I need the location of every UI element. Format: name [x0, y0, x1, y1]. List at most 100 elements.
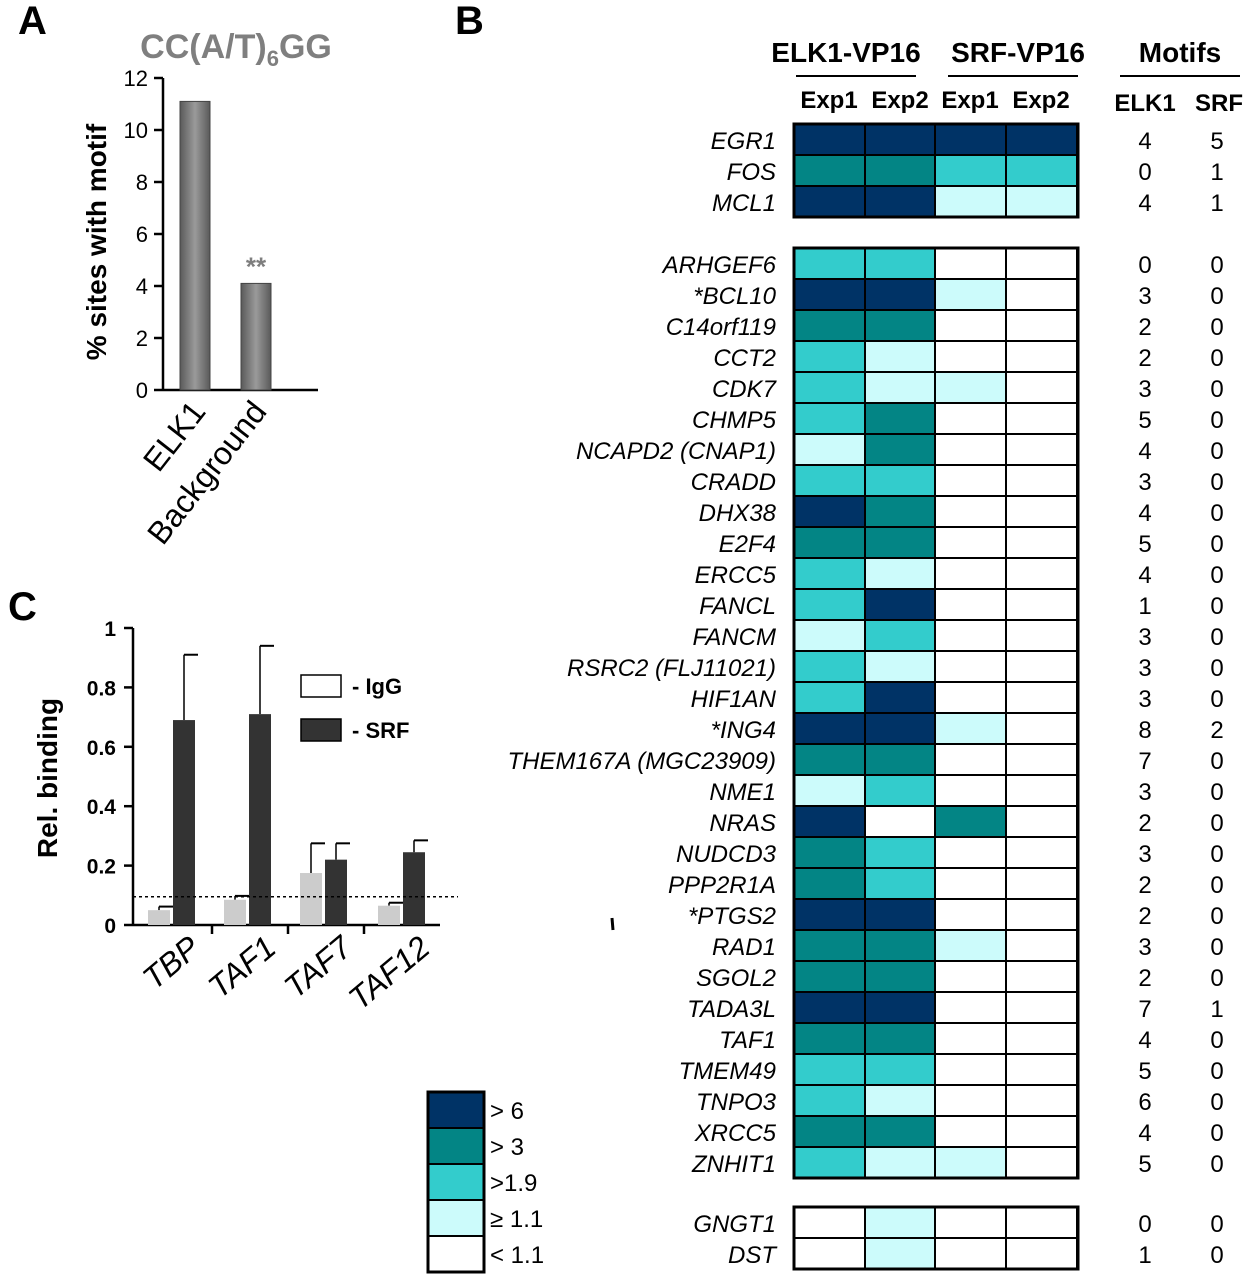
panel-a-title-subscript: 6: [267, 46, 279, 71]
heatmap-cell-nras-1: [793, 805, 866, 838]
heatmap-cell-fos-4: [1005, 154, 1078, 187]
heatmap-cell-gngt1-1: [793, 1206, 866, 1239]
heatmap-cell-ncapd2-cnap1-2: [864, 433, 937, 466]
panel-c-ytick-label-1: 1: [104, 618, 116, 641]
heatmap-cell-dst-3: [934, 1237, 1007, 1270]
motif-srf-rad1: 0: [1210, 934, 1223, 961]
panel-a-significance: **: [246, 251, 267, 281]
motif-srf-nme1: 0: [1210, 779, 1223, 806]
motif-srf-tnpo3: 0: [1210, 1089, 1223, 1116]
heatmap-cell-e2f4-3: [934, 526, 1007, 559]
panel-c-ytick-label-0-8: 0.8: [87, 677, 117, 700]
panel-c-ytick-label-0-2: 0.2: [87, 856, 116, 879]
heatmap-cell-arhgef6-4: [1005, 247, 1078, 280]
heatmap-cell-nudcd3-3: [934, 836, 1007, 869]
heatmap-legend-label-4: ≥ 1.1: [490, 1206, 543, 1233]
motif-srf-cradd: 0: [1210, 469, 1223, 496]
heatmap-cell-cradd-2: [864, 464, 937, 497]
heatmap-gene-znhit1: ZNHIT1: [691, 1151, 776, 1178]
motif-col-srf: SRF: [1195, 90, 1243, 117]
motif-srf-egr1: 5: [1210, 128, 1223, 155]
heatmap-cell-fancm-1: [793, 619, 866, 652]
heatmap-cell-c14orf119-2: [864, 309, 937, 342]
panel-a-title-end: GG: [279, 28, 332, 66]
panel-a-ytick-label-10: 10: [124, 118, 148, 143]
heatmap-cell-rsrc2-flj11021-3: [934, 650, 1007, 683]
heatmap-cell-znhit1-3: [934, 1146, 1007, 1179]
panel-a-ytick-label-8: 8: [136, 170, 148, 195]
panel-a-ytick-label-12: 12: [124, 66, 148, 91]
motif-elk1-gngt1: 0: [1138, 1211, 1151, 1238]
motif-elk1-xrcc5: 4: [1138, 1120, 1151, 1147]
heatmap-header-elk1-vp16: ELK1-VP16: [771, 37, 920, 68]
motif-elk1-cradd: 3: [1138, 469, 1151, 496]
heatmap-cell-rad1-4: [1005, 929, 1078, 962]
heatmap-cell-dst-4: [1005, 1237, 1078, 1270]
heatmap-cell-znhit1-4: [1005, 1146, 1078, 1179]
heatmap-legend-swatch-5: [427, 1235, 485, 1273]
motif-elk1-znhit1: 5: [1138, 1151, 1151, 1178]
heatmap-cell-arhgef6-3: [934, 247, 1007, 280]
heatmap-cell-dhx38-2: [864, 495, 937, 528]
panel-a-ytick-label-6: 6: [136, 222, 148, 247]
heatmap-cell-hif1an-1: [793, 681, 866, 714]
motif-srf-nudcd3: 0: [1210, 841, 1223, 868]
heatmap-cell-them167a-mgc23909-4: [1005, 743, 1078, 776]
panel-c-tbp-srf-bar: [173, 720, 195, 925]
heatmap-cell-hif1an-2: [864, 681, 937, 714]
motif-elk1-rad1: 3: [1138, 934, 1151, 961]
heatmap-gene-egr1: EGR1: [711, 128, 776, 155]
motif-elk1-ppp2r1a: 2: [1138, 872, 1151, 899]
heatmap-cell-mcl1-4: [1005, 185, 1078, 218]
motif-elk1-fos: 0: [1138, 159, 1151, 186]
motif-srf-ncapd2-cnap1: 0: [1210, 438, 1223, 465]
heatmap-cell-them167a-mgc23909-2: [864, 743, 937, 776]
heatmap-cell-znhit1-2: [864, 1146, 937, 1179]
heatmap-legend-label-5: < 1.1: [490, 1242, 544, 1269]
heatmap-cell-fancm-3: [934, 619, 1007, 652]
heatmap-cell-cct2-3: [934, 340, 1007, 373]
heatmap-cell-cct2-1: [793, 340, 866, 373]
motif-srf-hif1an: 0: [1210, 686, 1223, 713]
motif-elk1-fancm: 3: [1138, 624, 1151, 651]
heatmap-cell-arhgef6-2: [864, 247, 937, 280]
heatmap-cell-tnpo3-1: [793, 1084, 866, 1117]
heatmap-gene-e2f4: E2F4: [719, 531, 776, 558]
motif-srf-dhx38: 0: [1210, 500, 1223, 527]
motif-elk1-nme1: 3: [1138, 779, 1151, 806]
motif-srf-bcl10: 0: [1210, 283, 1223, 310]
heatmap-cell-ing4-2: [864, 712, 937, 745]
heatmap-cell-tmem49-1: [793, 1053, 866, 1086]
heatmap-cell-tnpo3-3: [934, 1084, 1007, 1117]
heatmap-cell-ptgs2-2: [864, 898, 937, 931]
heatmap-cell-them167a-mgc23909-1: [793, 743, 866, 776]
legend-label-srf: - SRF: [352, 718, 409, 743]
heatmap-cell-dst-2: [864, 1237, 937, 1270]
panel-c-ylabel: Rel. binding: [32, 698, 63, 858]
heatmap-cell-ing4-4: [1005, 712, 1078, 745]
heatmap-cell-fos-2: [864, 154, 937, 187]
heatmap-gene-cdk7: CDK7: [712, 376, 778, 403]
heatmap-cell-fancm-2: [864, 619, 937, 652]
heatmap-cell-tnpo3-4: [1005, 1084, 1078, 1117]
motif-srf-znhit1: 0: [1210, 1151, 1223, 1178]
heatmap-cell-nme1-4: [1005, 774, 1078, 807]
heatmap-cell-ptgs2-1: [793, 898, 866, 931]
heatmap-gene-nudcd3: NUDCD3: [676, 841, 777, 868]
heatmap-gene-xrcc5: XRCC5: [694, 1120, 777, 1147]
heatmap-cell-nme1-1: [793, 774, 866, 807]
panel-c-taf7-srf-bar: [325, 859, 347, 925]
heatmap-cell-nras-3: [934, 805, 1007, 838]
heatmap-gene-sgol2: SGOL2: [696, 965, 776, 992]
motif-elk1-rsrc2-flj11021: 3: [1138, 655, 1151, 682]
heatmap-gene-tmem49: TMEM49: [679, 1058, 776, 1085]
panel-c-ytick-label-0: 0: [104, 915, 116, 938]
panel-a-chart: CC(A/T)6GG % sites with motif 024681012 …: [81, 28, 332, 551]
motif-srf-rsrc2-flj11021: 0: [1210, 655, 1223, 682]
motif-srf-e2f4: 0: [1210, 531, 1223, 558]
motif-elk1-nras: 2: [1138, 810, 1151, 837]
heatmap-cell-ing4-3: [934, 712, 1007, 745]
heatmap-cell-tada3l-4: [1005, 991, 1078, 1024]
heatmap-cell-c14orf119-3: [934, 309, 1007, 342]
